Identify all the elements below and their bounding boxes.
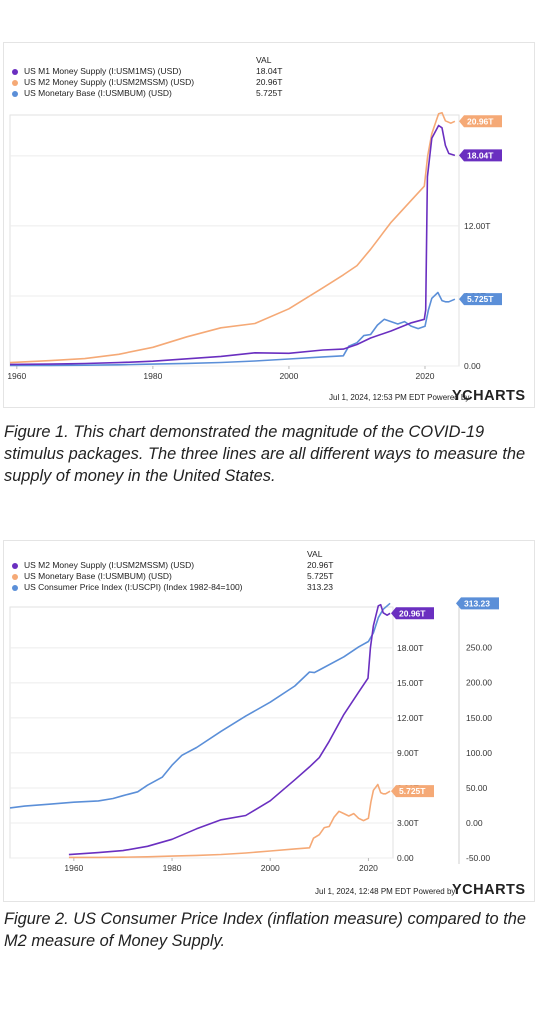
legend-item-base[interactable]: US Monetary Base (I:USMBUM) (USD) — [12, 571, 243, 582]
y-tick-label: 0.00 — [464, 361, 481, 371]
series-line-0 — [9, 124, 456, 366]
y-tick-label: 12.00T — [397, 713, 423, 723]
plot-frame — [9, 114, 460, 367]
y-tick-label: 3.00T — [397, 818, 419, 828]
legend-value-m2: 20.96T — [307, 560, 334, 570]
legend-item-m1[interactable]: US M1 Money Supply (I:USM1MS) (USD) — [12, 66, 194, 77]
timestamp: Jul 1, 2024, 12:53 PM EDT Powered by — [329, 393, 470, 402]
svg-text:20.96T: 20.96T — [467, 116, 494, 126]
x-tick-label: 2020 — [416, 371, 435, 381]
ycharts-logo: YCHARTS — [452, 388, 526, 404]
ycharts-logo: YCHARTS — [452, 882, 526, 898]
figure-1-caption: Figure 1. This chart demonstrated the ma… — [4, 423, 526, 485]
svg-text:5.725T: 5.725T — [399, 786, 426, 796]
legend-value-cpi: 313.23 — [307, 582, 333, 592]
series-line-2 — [10, 291, 456, 367]
y-tick-label: 18.00T — [397, 643, 423, 653]
legend: US M1 Money Supply (I:USM1MS) (USD) US M… — [12, 66, 194, 99]
svg-text:313.23: 313.23 — [464, 598, 490, 608]
timestamp: Jul 1, 2024, 12:48 PM EDT Powered by — [315, 887, 456, 896]
y-right-tick-label: 50.00 — [466, 783, 488, 793]
value-flag-1: 5.725T — [391, 785, 434, 798]
dot-icon — [12, 584, 18, 591]
svg-text:18.04T: 18.04T — [467, 150, 494, 160]
series-line-1 — [9, 111, 456, 364]
chart-plot-2: 0.003.00T6.00T9.00T12.00T15.00T18.00T-50… — [9, 597, 499, 873]
dot-icon — [12, 573, 18, 580]
y-right-tick-label: 0.00 — [466, 818, 483, 828]
y-tick-label: 12.00T — [464, 221, 490, 231]
svg-text:5.725T: 5.725T — [467, 294, 494, 304]
y-right-tick-label: 100.00 — [466, 748, 492, 758]
value-flag-2: 313.23 — [456, 597, 499, 610]
chart-plot-1: 0.006.00T12.00T18.00T196019802000202018.… — [7, 111, 502, 381]
legend-label: US Monetary Base (I:USMBUM) (USD) — [24, 88, 172, 98]
y-right-tick-label: 200.00 — [466, 678, 492, 688]
series-line-2 — [9, 602, 391, 809]
dot-icon — [12, 68, 18, 75]
value-flag-0: 20.96T — [391, 607, 434, 620]
figure-2-caption: Figure 2. US Consumer Price Index (infla… — [4, 910, 527, 950]
value-flag-1: 20.96T — [459, 115, 502, 128]
x-tick-label: 1980 — [143, 371, 162, 381]
val-header: VAL — [307, 549, 323, 559]
legend-item-cpi[interactable]: US Consumer Price Index (I:USCPI) (Index… — [12, 582, 243, 593]
legend-label: US Monetary Base (I:USMBUM) (USD) — [24, 571, 172, 581]
y-right-tick-label: -50.00 — [466, 853, 490, 863]
y-right-tick-label: 250.00 — [466, 643, 492, 653]
y-tick-label: 9.00T — [397, 748, 419, 758]
x-tick-label: 1980 — [163, 863, 182, 873]
x-tick-label: 2020 — [359, 863, 378, 873]
chart-panel-1: VAL US M1 Money Supply (I:USM1MS) (USD) … — [3, 42, 535, 408]
y-tick-label: 0.00 — [397, 853, 414, 863]
x-tick-label: 1960 — [7, 371, 26, 381]
legend: US M2 Money Supply (I:USM2MSSM) (USD) US… — [12, 560, 243, 593]
series-line-1 — [68, 783, 391, 859]
legend-label: US M2 Money Supply (I:USM2MSSM) (USD) — [24, 560, 195, 570]
legend-value-base: 5.725T — [307, 571, 334, 581]
legend-label: US M2 Money Supply (I:USM2MSSM) (USD) — [24, 77, 195, 87]
dot-icon — [12, 79, 18, 86]
val-header: VAL — [256, 55, 272, 65]
plot-frame — [9, 606, 394, 859]
legend-item-m2[interactable]: US M2 Money Supply (I:USM2MSSM) (USD) — [12, 77, 194, 88]
legend-value-m1: 18.04T — [256, 66, 283, 76]
legend-label: US Consumer Price Index (I:USCPI) (Index… — [24, 582, 243, 592]
chart-panel-2: VAL US M2 Money Supply (I:USM2MSSM) (USD… — [3, 540, 535, 902]
svg-text:20.96T: 20.96T — [399, 608, 426, 618]
dot-icon — [12, 90, 18, 97]
x-tick-label: 2000 — [279, 371, 298, 381]
dot-icon — [12, 562, 18, 569]
legend-value-base: 5.725T — [256, 88, 283, 98]
value-flag-0: 18.04T — [459, 149, 502, 162]
y-tick-label: 15.00T — [397, 678, 423, 688]
series-line-0 — [68, 603, 391, 856]
legend-value-m2: 20.96T — [256, 77, 283, 87]
x-tick-label: 1960 — [64, 863, 83, 873]
y-right-tick-label: 150.00 — [466, 713, 492, 723]
value-flag-2: 5.725T — [459, 293, 502, 306]
legend-item-base[interactable]: US Monetary Base (I:USMBUM) (USD) — [12, 88, 194, 99]
legend-label: US M1 Money Supply (I:USM1MS) (USD) — [24, 66, 182, 76]
x-tick-label: 2000 — [261, 863, 280, 873]
legend-item-m2[interactable]: US M2 Money Supply (I:USM2MSSM) (USD) — [12, 560, 243, 571]
